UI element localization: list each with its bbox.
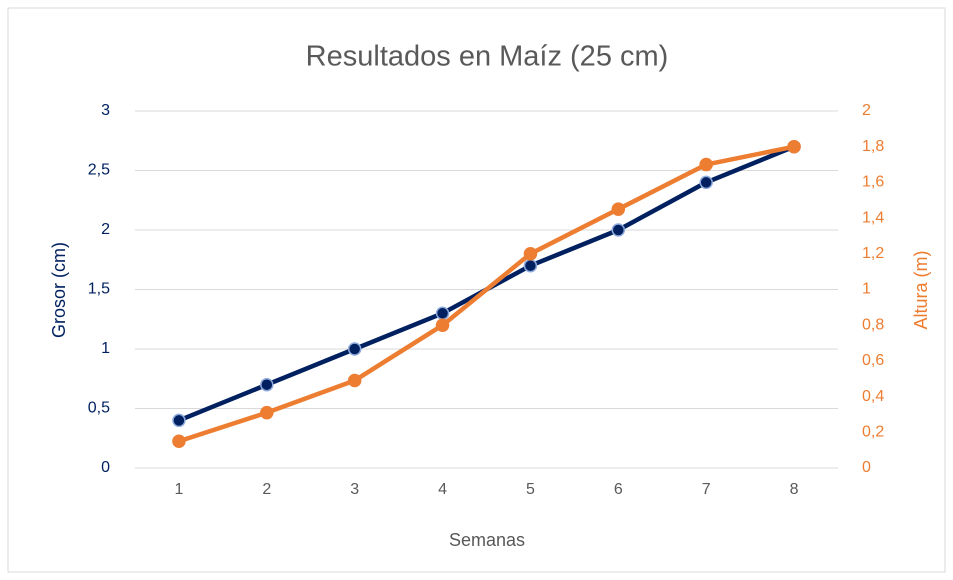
- marker: [347, 342, 362, 356]
- y-tick-label: 1,5: [88, 281, 110, 298]
- marker: [435, 318, 450, 332]
- y2-tick-label: 1: [862, 281, 871, 298]
- x-tick-label: 6: [614, 481, 623, 498]
- y2-axis-title: Altura (m): [911, 250, 931, 329]
- x-tick-label: 4: [438, 481, 447, 498]
- marker: [523, 258, 538, 273]
- y-tick-label: 0,5: [88, 400, 110, 417]
- chart-title: Resultados en Maíz (25 cm): [306, 41, 669, 73]
- y2-tick-label: 1,6: [862, 174, 884, 191]
- marker: [260, 377, 274, 392]
- y-tick-label: 3: [101, 102, 110, 119]
- marker: [260, 405, 274, 420]
- x-tick-label: 1: [174, 481, 183, 498]
- series-line: [178, 144, 795, 444]
- x-axis-title: Semanas: [449, 530, 525, 550]
- y2-tick-label: 0: [862, 459, 871, 476]
- y-tick-label: 2,5: [88, 162, 110, 179]
- marker: [172, 434, 186, 448]
- marker: [611, 202, 626, 216]
- marker: [172, 413, 186, 428]
- y2-tick-label: 1,2: [862, 245, 884, 262]
- x-tick-label: 3: [350, 481, 359, 498]
- y-tick-label: 0: [101, 459, 110, 476]
- y-tick-label: 2: [101, 221, 110, 238]
- x-tick-label: 7: [702, 481, 711, 498]
- y2-tick-label: 2: [862, 102, 871, 119]
- y-tick-label: 1: [101, 340, 110, 357]
- marker: [347, 373, 362, 388]
- marker: [787, 139, 801, 154]
- y-axis-title: Grosor (cm): [49, 242, 69, 338]
- y2-tick-label: 0,6: [862, 352, 884, 369]
- x-tick-label: 8: [790, 481, 799, 498]
- marker: [435, 306, 450, 321]
- y2-tick-label: 1,8: [862, 138, 884, 155]
- marker: [699, 157, 713, 172]
- x-tick-label: 2: [262, 481, 271, 498]
- x-tick-label: 5: [526, 481, 535, 498]
- marker: [611, 223, 626, 237]
- y2-tick-label: 0,2: [862, 424, 884, 441]
- y2-tick-label: 0,8: [862, 316, 884, 333]
- y2-tick-label: 0,4: [862, 388, 884, 405]
- marker: [523, 247, 538, 261]
- y2-tick-label: 1,4: [862, 209, 884, 226]
- marker: [699, 175, 713, 190]
